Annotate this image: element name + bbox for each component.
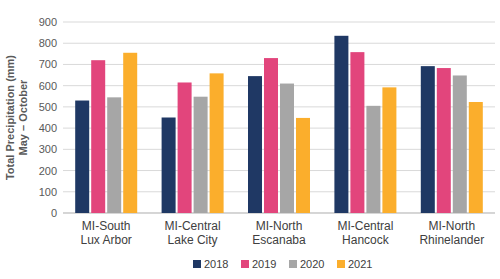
bar — [178, 82, 192, 213]
y-axis-label-line: May – October — [17, 79, 29, 156]
bar — [469, 102, 483, 213]
bar — [296, 118, 310, 213]
bar — [123, 53, 137, 213]
x-tick-label: MI-CentralHancock — [337, 219, 393, 247]
bar — [421, 66, 435, 213]
y-tick-label: 0 — [51, 207, 57, 219]
bar — [280, 84, 294, 213]
grid-line — [63, 43, 495, 44]
x-tick-label-line: Lake City — [168, 233, 218, 247]
x-tick-label: MI-SouthLux Arbor — [81, 219, 132, 247]
bar — [107, 97, 121, 213]
x-tick-label-line: MI-North — [428, 219, 475, 233]
x-tick-label-line: Hancock — [342, 233, 390, 247]
x-tick-label-line: MI-Central — [337, 219, 393, 233]
x-tick-label-line: MI-South — [82, 219, 131, 233]
legend-swatch — [241, 260, 249, 268]
bar — [453, 75, 467, 213]
y-tick-label: 200 — [39, 165, 57, 177]
legend-label: 2018 — [204, 258, 228, 270]
bar — [382, 87, 396, 213]
y-axis-label: Total Precipitation (mm)May – October — [4, 55, 29, 180]
y-tick-label: 100 — [39, 186, 57, 198]
legend-label: 2021 — [348, 258, 372, 270]
legend-swatch — [337, 260, 345, 268]
x-tick-label-line: Lux Arbor — [81, 233, 132, 247]
y-tick-label: 300 — [39, 143, 57, 155]
bar — [264, 58, 278, 213]
x-tick-label-line: Rhinelander — [419, 233, 484, 247]
legend-label: 2020 — [300, 258, 324, 270]
legend-label: 2019 — [252, 258, 276, 270]
y-tick-label: 400 — [39, 122, 57, 134]
legend-swatch — [289, 260, 297, 268]
bar — [350, 52, 364, 213]
y-tick-label: 800 — [39, 37, 57, 49]
bar — [91, 60, 105, 213]
bar — [248, 76, 262, 213]
y-tick-label: 700 — [39, 58, 57, 70]
grid-line — [63, 22, 495, 23]
bar — [162, 118, 176, 214]
x-tick-label: MI-CentralLake City — [165, 219, 221, 247]
x-tick-label-line: MI-Central — [165, 219, 221, 233]
bar — [194, 97, 208, 213]
bar — [334, 36, 348, 213]
x-tick-label: MI-NorthEscanaba — [252, 219, 306, 247]
y-tick-label: 500 — [39, 101, 57, 113]
x-tick-label-line: MI-North — [256, 219, 303, 233]
y-axis-label-line: Total Precipitation (mm) — [4, 55, 16, 180]
bar — [437, 68, 451, 213]
legend-swatch — [193, 260, 201, 268]
chart: 0 100 200 300 400 500 600 700 800 900 Total Precip… — [0, 0, 500, 279]
bar — [210, 73, 224, 213]
x-tick-label: MI-NorthRhinelander — [419, 219, 484, 247]
bars — [75, 36, 483, 213]
x-tick-label-line: Escanaba — [252, 233, 306, 247]
y-tick-label: 900 — [39, 16, 57, 28]
bar — [366, 106, 380, 213]
bar — [75, 101, 89, 213]
y-tick-label: 600 — [39, 80, 57, 92]
